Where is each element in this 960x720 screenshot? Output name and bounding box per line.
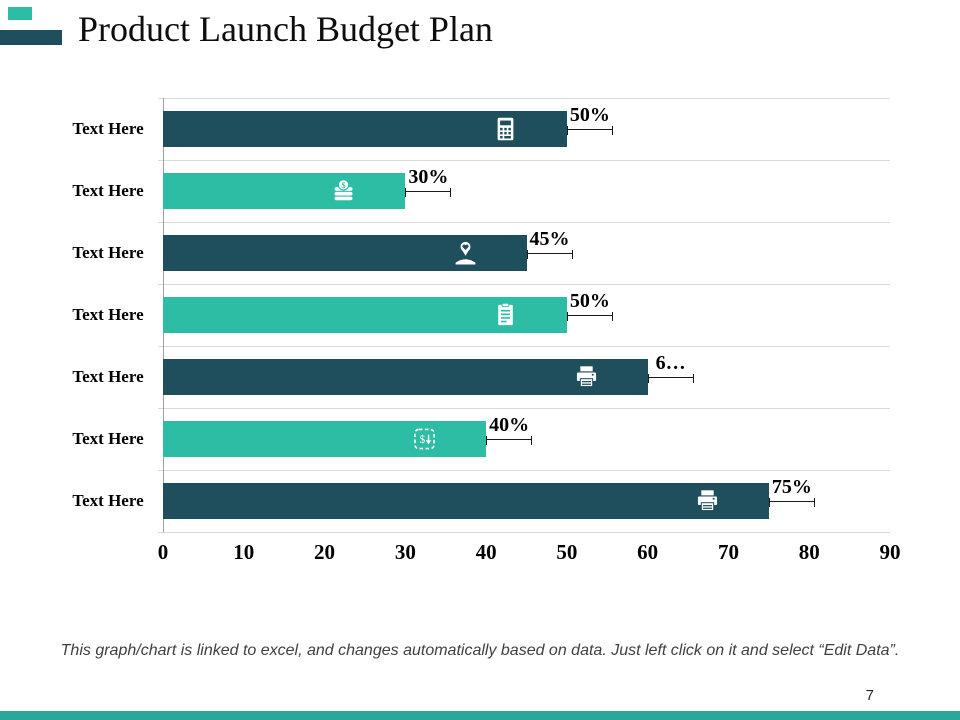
row-plot-area: 40% xyxy=(163,408,890,470)
x-tick-label: 70 xyxy=(717,540,739,564)
whisker-line xyxy=(486,435,533,445)
whisker-line xyxy=(405,187,452,197)
gridline xyxy=(158,346,890,347)
bar[interactable] xyxy=(163,483,769,519)
gridline xyxy=(158,408,890,409)
row-plot-area: 75% xyxy=(163,470,890,532)
x-tick-label: 10 xyxy=(233,540,255,564)
chart-row: Text Here 50% xyxy=(60,284,890,346)
money-exchange-icon xyxy=(411,426,438,453)
accent-bar-large xyxy=(0,30,62,45)
row-plot-area: 30% xyxy=(163,160,890,222)
gridline xyxy=(158,98,890,99)
bar[interactable] xyxy=(163,359,648,395)
gridline xyxy=(158,470,890,471)
x-tick-label: 40 xyxy=(475,540,497,564)
bar-value-label: 50% xyxy=(569,104,610,126)
whisker-line xyxy=(566,125,613,135)
gridline xyxy=(158,222,890,223)
bar-value-label: 30% xyxy=(408,166,449,188)
printer-icon xyxy=(573,364,600,391)
page-title: Product Launch Budget Plan xyxy=(78,9,493,49)
bar[interactable] xyxy=(163,111,567,147)
bar-value-label: 6… xyxy=(655,352,686,374)
whisker-line xyxy=(768,497,815,507)
bar-value-label: 75% xyxy=(771,476,812,498)
category-label: Text Here xyxy=(72,429,144,448)
printer-icon xyxy=(694,488,721,515)
x-tick-label: 0 xyxy=(157,540,169,564)
category-label: Text Here xyxy=(72,119,144,138)
chart-row: Text Here 50% xyxy=(60,98,890,160)
gridline xyxy=(158,284,890,285)
bar-chart[interactable]: Text Here 50% Text Here 30% Text Here xyxy=(60,98,901,576)
category-label: Text Here xyxy=(72,243,144,262)
row-plot-area: 50% xyxy=(163,98,890,160)
x-tick-label: 20 xyxy=(314,540,336,564)
row-plot-area: 6… xyxy=(163,346,890,408)
money-stack-icon xyxy=(330,178,357,205)
category-label: Text Here xyxy=(72,367,144,386)
whisker-line xyxy=(526,249,573,259)
bar-value-label: 45% xyxy=(529,228,570,250)
whisker-line xyxy=(647,373,694,383)
row-plot-area: 45% xyxy=(163,222,890,284)
x-tick-label: 30 xyxy=(394,540,416,564)
bar[interactable] xyxy=(163,297,567,333)
x-tick-label: 80 xyxy=(798,540,820,564)
care-hands-icon xyxy=(452,240,479,267)
x-tick-label: 60 xyxy=(637,540,659,564)
bar[interactable] xyxy=(163,421,487,457)
x-axis: 0 10 20 30 40 50 60 70 80 90 xyxy=(158,532,901,576)
calculator-icon xyxy=(492,116,519,143)
x-tick-label: 90 xyxy=(879,540,901,564)
bar[interactable] xyxy=(163,235,527,271)
bar-value-label: 40% xyxy=(489,414,530,436)
bottom-accent-strip xyxy=(0,711,960,720)
category-label: Text Here xyxy=(72,491,144,510)
footnote-text: This graph/chart is linked to excel, and… xyxy=(60,642,900,659)
chart-row: Text Here 40% xyxy=(60,408,890,470)
clipboard-icon xyxy=(492,302,519,329)
bar[interactable] xyxy=(163,173,406,209)
whisker-line xyxy=(566,311,613,321)
chart-row: Text Here 30% xyxy=(60,160,890,222)
chart-row: Text Here 6… xyxy=(60,346,890,408)
bar-value-label: 50% xyxy=(569,290,610,312)
chart-row: Text Here 75% xyxy=(60,470,890,532)
chart-rows: Text Here 50% Text Here 30% Text Here xyxy=(60,98,890,533)
category-label: Text Here xyxy=(72,305,144,324)
gridline xyxy=(158,160,890,161)
accent-bar-small xyxy=(8,7,32,20)
gridline xyxy=(158,532,890,533)
page-number: 7 xyxy=(865,687,874,704)
x-tick-label: 50 xyxy=(556,540,578,564)
category-label: Text Here xyxy=(72,181,144,200)
chart-row: Text Here 45% xyxy=(60,222,890,284)
row-plot-area: 50% xyxy=(163,284,890,346)
